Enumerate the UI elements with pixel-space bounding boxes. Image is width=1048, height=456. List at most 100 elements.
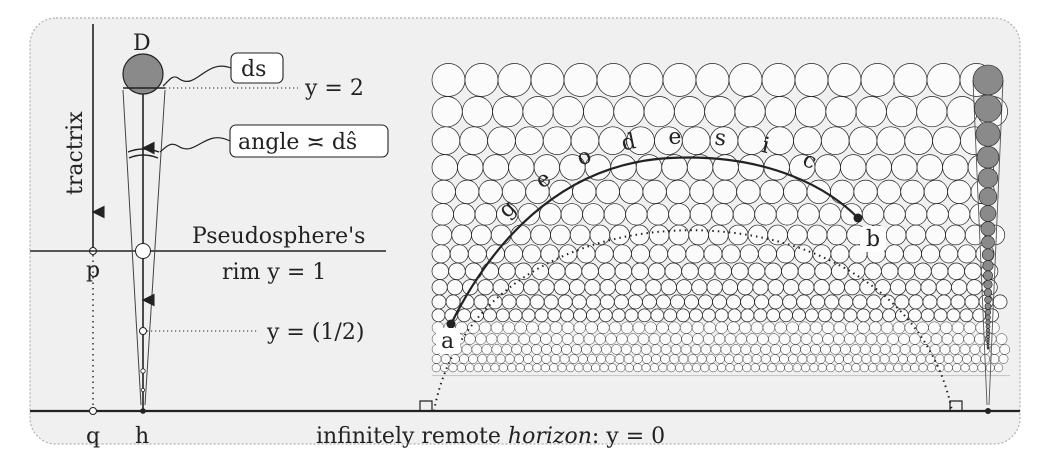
packing-circle	[963, 321, 976, 334]
packing-circle	[703, 321, 716, 334]
shaded-circle	[974, 94, 1002, 123]
packing-circle	[830, 179, 855, 204]
packing-circle	[486, 333, 498, 345]
packing-circle	[814, 154, 841, 181]
packing-circle	[824, 354, 835, 364]
geodesic-letter: e	[668, 125, 682, 150]
packing-circle	[830, 308, 845, 323]
packing-circle	[918, 363, 928, 373]
packing-circle	[916, 354, 927, 364]
packing-circle	[929, 344, 941, 355]
packing-circle	[996, 333, 1008, 345]
y2-label: y = 2	[304, 76, 364, 101]
packing-circle	[905, 279, 922, 296]
packing-circle	[761, 63, 796, 97]
packing-circle	[681, 262, 699, 280]
packing-circle	[895, 308, 909, 323]
packing-circle	[821, 321, 835, 334]
packing-circle	[689, 179, 714, 204]
packing-circle	[903, 244, 922, 264]
packing-circle	[690, 344, 702, 355]
packing-circle	[860, 63, 895, 97]
packing-circle	[971, 354, 981, 364]
packing-circle	[720, 344, 732, 355]
packing-circle	[598, 262, 616, 280]
packing-circle	[687, 354, 698, 364]
horizon-prefix: infinitely remote	[316, 424, 508, 449]
packing-circle	[704, 96, 736, 128]
packing-circle	[637, 333, 650, 345]
packing-circle	[619, 179, 644, 204]
packing-circle	[706, 354, 716, 364]
packing-circle	[431, 63, 466, 97]
packing-circle	[490, 363, 500, 373]
packing-circle	[642, 354, 652, 364]
shaded-circle	[985, 319, 991, 325]
packing-circle	[668, 203, 691, 226]
packing-circle	[560, 308, 574, 323]
packing-circle	[812, 244, 832, 264]
packing-circle	[930, 333, 943, 345]
packing-circle	[557, 363, 567, 373]
packing-circle	[692, 333, 704, 345]
packing-circle	[510, 224, 532, 246]
packing-circle	[943, 363, 953, 373]
packing-circle	[557, 294, 573, 310]
packing-circle	[534, 308, 549, 323]
packing-circle	[757, 244, 777, 264]
packing-circle	[943, 354, 954, 364]
packing-circle	[951, 321, 965, 334]
packing-circle	[721, 244, 741, 264]
packing-circle	[531, 344, 542, 355]
packing-circle	[477, 279, 494, 296]
packing-circle	[603, 203, 626, 226]
packing-circle	[586, 308, 600, 323]
packing-circle	[768, 333, 780, 345]
packing-circle	[798, 279, 815, 296]
packing-circle	[445, 294, 461, 310]
packing-circle	[891, 154, 918, 181]
packing-circle	[866, 294, 882, 310]
shaded-circle	[984, 309, 992, 316]
shaded-circle	[986, 347, 990, 350]
packing-circle	[936, 294, 952, 310]
packing-circle	[571, 294, 587, 310]
packing-circle	[683, 363, 693, 373]
shaded-circle	[977, 167, 999, 189]
packing-circle	[750, 344, 761, 355]
angle-arc-1	[127, 148, 160, 153]
packing-circle	[740, 344, 751, 355]
packing-circle	[740, 294, 755, 310]
packing-circle	[581, 262, 599, 280]
packing-circle	[448, 262, 466, 280]
packing-circle	[691, 279, 708, 296]
packing-circle	[492, 279, 509, 296]
packing-circle	[883, 203, 906, 226]
packing-circle	[884, 244, 904, 264]
packing-circle	[482, 363, 491, 373]
packing-circle	[440, 354, 451, 364]
shaded-circle	[985, 328, 991, 333]
packing-circle	[496, 308, 510, 323]
q-label: q	[86, 424, 100, 449]
packing-circle	[952, 363, 962, 373]
packing-circle	[666, 363, 676, 373]
packing-circle	[648, 333, 661, 345]
packing-circle	[780, 344, 791, 355]
packing-circle	[852, 294, 868, 310]
packing-circle	[640, 344, 652, 355]
packing-circle	[775, 203, 799, 226]
packing-circle	[676, 279, 693, 296]
packing-circle	[688, 224, 709, 246]
packing-circle	[651, 354, 661, 364]
packing-circle	[625, 203, 648, 226]
packing-circle	[498, 262, 516, 280]
packing-circle	[696, 354, 707, 364]
shaded-circle	[986, 331, 990, 336]
shaded-circle	[986, 343, 990, 346]
packing-circle	[909, 333, 921, 345]
shaded-circle	[983, 279, 993, 290]
packing-circle	[483, 308, 497, 323]
packing-circle	[865, 154, 892, 181]
packing-circle	[870, 354, 881, 364]
